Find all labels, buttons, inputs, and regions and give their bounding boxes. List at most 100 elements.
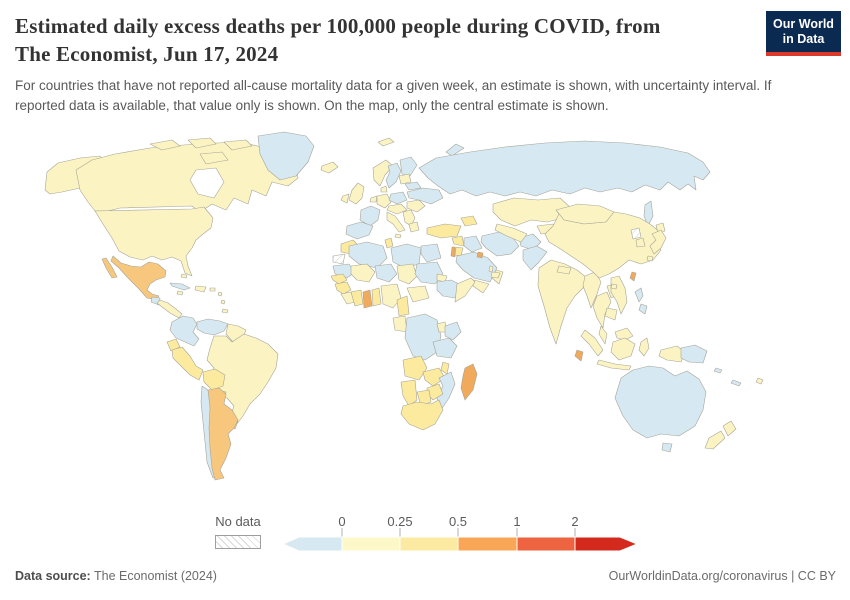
country-finland[interactable] xyxy=(399,156,418,177)
country-malaysia-borneo[interactable] xyxy=(614,327,634,341)
country-gabon-congo[interactable] xyxy=(392,315,408,333)
country-indonesia-java[interactable] xyxy=(596,359,632,371)
country-greece[interactable] xyxy=(408,221,420,233)
country-japan-kyushu[interactable] xyxy=(646,255,654,262)
country-papua-new-guinea[interactable] xyxy=(680,344,708,364)
country-chad[interactable] xyxy=(396,263,418,285)
country-botswana[interactable] xyxy=(416,389,432,407)
owid-logo[interactable]: Our World in Data xyxy=(766,11,841,56)
country-philippines-north[interactable] xyxy=(634,287,644,303)
country-ivory-coast[interactable] xyxy=(350,289,364,307)
country-north-korea[interactable] xyxy=(630,227,642,240)
country-nigeria[interactable] xyxy=(380,283,402,309)
country-new-caledonia[interactable] xyxy=(730,379,742,387)
legend-segment-1-2[interactable] xyxy=(516,536,576,552)
country-india[interactable] xyxy=(537,259,588,345)
country-canada-island-2[interactable] xyxy=(187,137,217,149)
country-philippines-south[interactable] xyxy=(638,303,648,315)
country-trinidad[interactable] xyxy=(221,308,229,314)
country-ecuador[interactable] xyxy=(166,338,181,352)
country-puerto-rico[interactable] xyxy=(209,287,216,292)
country-thailand[interactable] xyxy=(592,291,612,329)
country-israel[interactable] xyxy=(450,246,456,258)
country-senegal[interactable] xyxy=(330,273,348,285)
country-jamaica[interactable] xyxy=(176,290,184,296)
country-drc[interactable] xyxy=(404,313,442,361)
country-cambodia[interactable] xyxy=(604,307,618,321)
country-lesser-antilles-2[interactable] xyxy=(220,299,226,305)
country-indonesia-papua[interactable] xyxy=(658,345,686,363)
country-canada-island-4[interactable] xyxy=(199,151,229,165)
country-niger[interactable] xyxy=(374,263,398,283)
country-romania-bulgaria[interactable] xyxy=(406,199,426,213)
legend-segment-025-05[interactable] xyxy=(399,536,459,552)
country-new-zealand-north[interactable] xyxy=(722,420,737,437)
country-kazakhstan[interactable] xyxy=(492,197,572,227)
country-baltics[interactable] xyxy=(398,173,412,185)
country-tanzania[interactable] xyxy=(432,337,458,359)
country-caucasus[interactable] xyxy=(460,215,478,227)
country-angola[interactable] xyxy=(402,355,428,381)
country-libya[interactable] xyxy=(390,243,422,269)
country-tunisia[interactable] xyxy=(384,237,394,249)
country-svalbard[interactable] xyxy=(377,137,395,147)
country-south-korea[interactable] xyxy=(635,237,646,248)
country-france[interactable] xyxy=(359,205,381,227)
country-central-europe[interactable] xyxy=(386,203,408,215)
country-italy[interactable] xyxy=(386,211,406,233)
country-new-zealand-south[interactable] xyxy=(704,430,726,450)
country-mexico[interactable] xyxy=(110,255,167,301)
country-sicily[interactable] xyxy=(394,233,402,239)
legend-no-data-label[interactable]: No data xyxy=(215,514,261,529)
country-kenya[interactable] xyxy=(444,321,462,341)
country-somalia[interactable] xyxy=(454,277,476,303)
country-kuwait[interactable] xyxy=(476,251,484,259)
country-vietnam[interactable] xyxy=(610,275,628,315)
country-tasmania[interactable] xyxy=(661,442,673,453)
country-iceland[interactable] xyxy=(320,161,339,174)
country-hispaniola[interactable] xyxy=(194,285,207,293)
world-choropleth-map[interactable] xyxy=(0,130,850,510)
country-indonesia-sulawesi[interactable] xyxy=(638,337,650,357)
country-mexico-baja[interactable] xyxy=(101,257,118,279)
country-peru[interactable] xyxy=(171,346,204,381)
country-lesser-antilles-1[interactable] xyxy=(217,291,223,297)
country-namibia[interactable] xyxy=(400,379,418,407)
country-south-africa[interactable] xyxy=(400,399,444,431)
country-syria[interactable] xyxy=(451,235,465,247)
country-pakistan[interactable] xyxy=(522,245,548,271)
country-uzbekistan-turkmenistan[interactable] xyxy=(494,223,528,243)
country-solomon-islands[interactable] xyxy=(713,367,723,374)
country-hainan[interactable] xyxy=(610,283,618,290)
country-denmark[interactable] xyxy=(380,185,388,193)
legend-segment-above-2[interactable] xyxy=(574,536,639,552)
country-mozambique[interactable] xyxy=(436,371,456,411)
country-canada-island-1[interactable] xyxy=(149,139,181,151)
country-japan-honshu[interactable] xyxy=(649,229,667,255)
country-germany[interactable] xyxy=(376,193,392,209)
country-western-sahara[interactable] xyxy=(332,253,346,265)
country-togo-benin[interactable] xyxy=(371,287,382,307)
country-turkey[interactable] xyxy=(426,223,462,239)
country-zambia[interactable] xyxy=(422,367,446,387)
country-sakhalin[interactable] xyxy=(643,200,654,227)
country-iraq[interactable] xyxy=(463,235,483,253)
country-united-states[interactable] xyxy=(94,206,214,277)
legend-segment-05-1[interactable] xyxy=(457,536,518,552)
country-mali[interactable] xyxy=(350,263,376,283)
country-sudan[interactable] xyxy=(414,261,444,285)
country-ukraine[interactable] xyxy=(406,187,444,205)
country-fiji[interactable] xyxy=(755,377,764,385)
country-ireland[interactable] xyxy=(340,193,350,204)
country-yemen[interactable] xyxy=(472,279,490,294)
country-belarus[interactable] xyxy=(404,181,422,191)
country-canada-island-3[interactable] xyxy=(223,139,253,151)
country-balkans[interactable] xyxy=(402,209,416,227)
country-algeria[interactable] xyxy=(348,241,388,269)
country-ghana[interactable] xyxy=(362,289,373,309)
country-uae[interactable] xyxy=(490,271,501,279)
country-argentina[interactable] xyxy=(207,387,239,481)
country-poland[interactable] xyxy=(388,191,408,205)
country-sweden[interactable] xyxy=(385,162,402,189)
footer-license-link[interactable]: OurWorldinData.org/coronavirus | CC BY xyxy=(608,569,836,583)
